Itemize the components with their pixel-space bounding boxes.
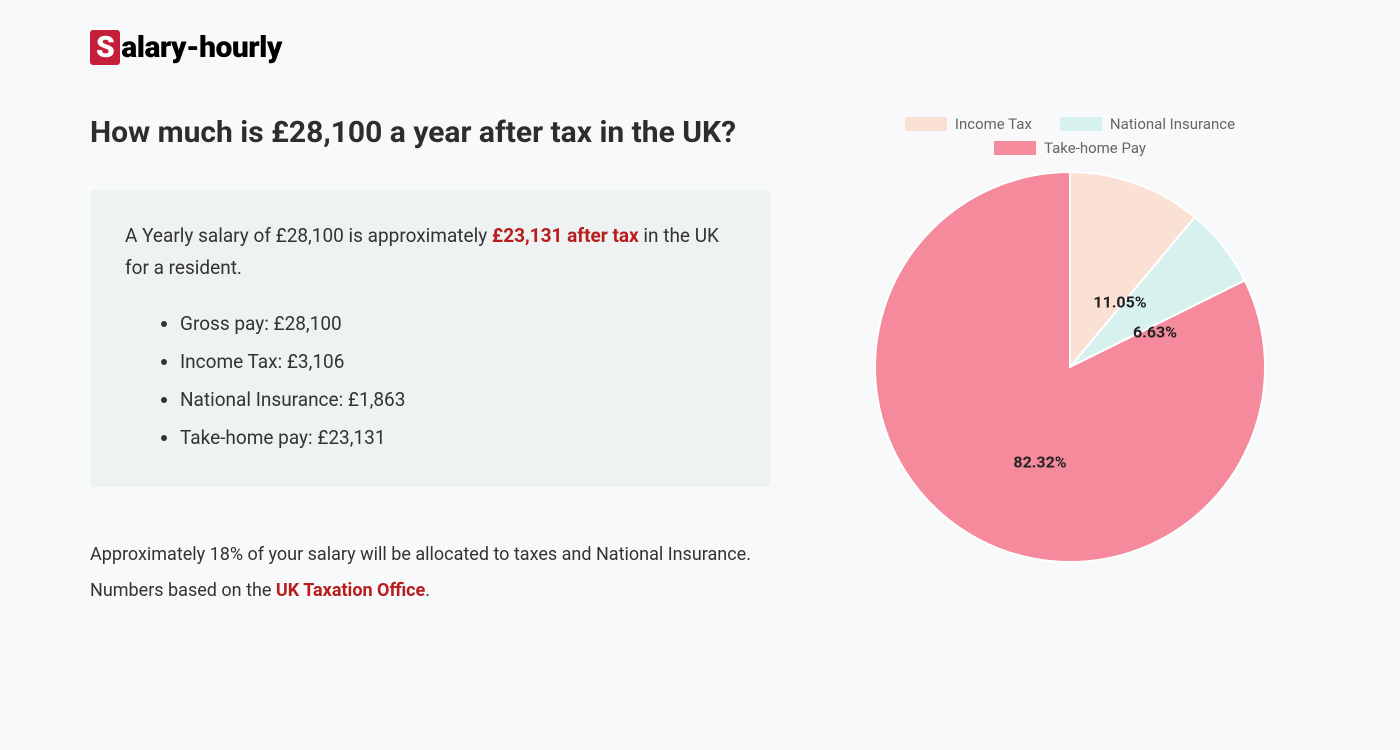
legend-swatch — [1060, 117, 1102, 131]
summary-sentence: A Yearly salary of £28,100 is approximat… — [125, 220, 735, 285]
legend-label: Take-home Pay — [1044, 139, 1146, 157]
slice-label: 82.32% — [1013, 453, 1066, 472]
legend-item: National Insurance — [1060, 115, 1235, 133]
footnote-link[interactable]: UK Taxation Office — [276, 580, 425, 601]
footnote-line2-suffix: . — [425, 580, 430, 601]
legend-swatch — [905, 117, 947, 131]
list-item: Take-home pay: £23,131 — [180, 419, 735, 457]
logo-first-char: S — [90, 30, 120, 65]
summary-highlight: £23,131 after tax — [492, 224, 639, 247]
list-item: Gross pay: £28,100 — [180, 305, 735, 343]
text-column: How much is £28,100 a year after tax in … — [90, 115, 770, 609]
legend-label: Income Tax — [955, 115, 1032, 133]
breakdown-list: Gross pay: £28,100 Income Tax: £3,106 Na… — [125, 305, 735, 457]
pie-chart: 11.05% 6.63% 82.32% — [875, 172, 1265, 562]
summary-box: A Yearly salary of £28,100 is approximat… — [90, 190, 770, 487]
logo-rest: alary-hourly — [121, 30, 282, 65]
page-title: How much is £28,100 a year after tax in … — [90, 115, 770, 150]
chart-column: Income Tax National Insurance Take-home … — [850, 115, 1290, 609]
legend-item: Take-home Pay — [850, 139, 1290, 157]
legend-label: National Insurance — [1110, 115, 1235, 133]
footnote-line1: Approximately 18% of your salary will be… — [90, 544, 751, 565]
summary-prefix: A Yearly salary of £28,100 is approximat… — [125, 224, 492, 247]
site-logo: Salary-hourly — [90, 30, 1310, 65]
slice-label: 11.05% — [1093, 293, 1146, 312]
footnote: Approximately 18% of your salary will be… — [90, 537, 770, 609]
pie-svg — [875, 172, 1265, 562]
main-content: How much is £28,100 a year after tax in … — [90, 115, 1310, 609]
legend-swatch — [994, 141, 1036, 155]
list-item: Income Tax: £3,106 — [180, 343, 735, 381]
legend-item: Income Tax — [905, 115, 1032, 133]
list-item: National Insurance: £1,863 — [180, 381, 735, 419]
footnote-line2-prefix: Numbers based on the — [90, 580, 276, 601]
chart-legend: Income Tax National Insurance Take-home … — [850, 115, 1290, 157]
slice-label: 6.63% — [1133, 323, 1177, 342]
